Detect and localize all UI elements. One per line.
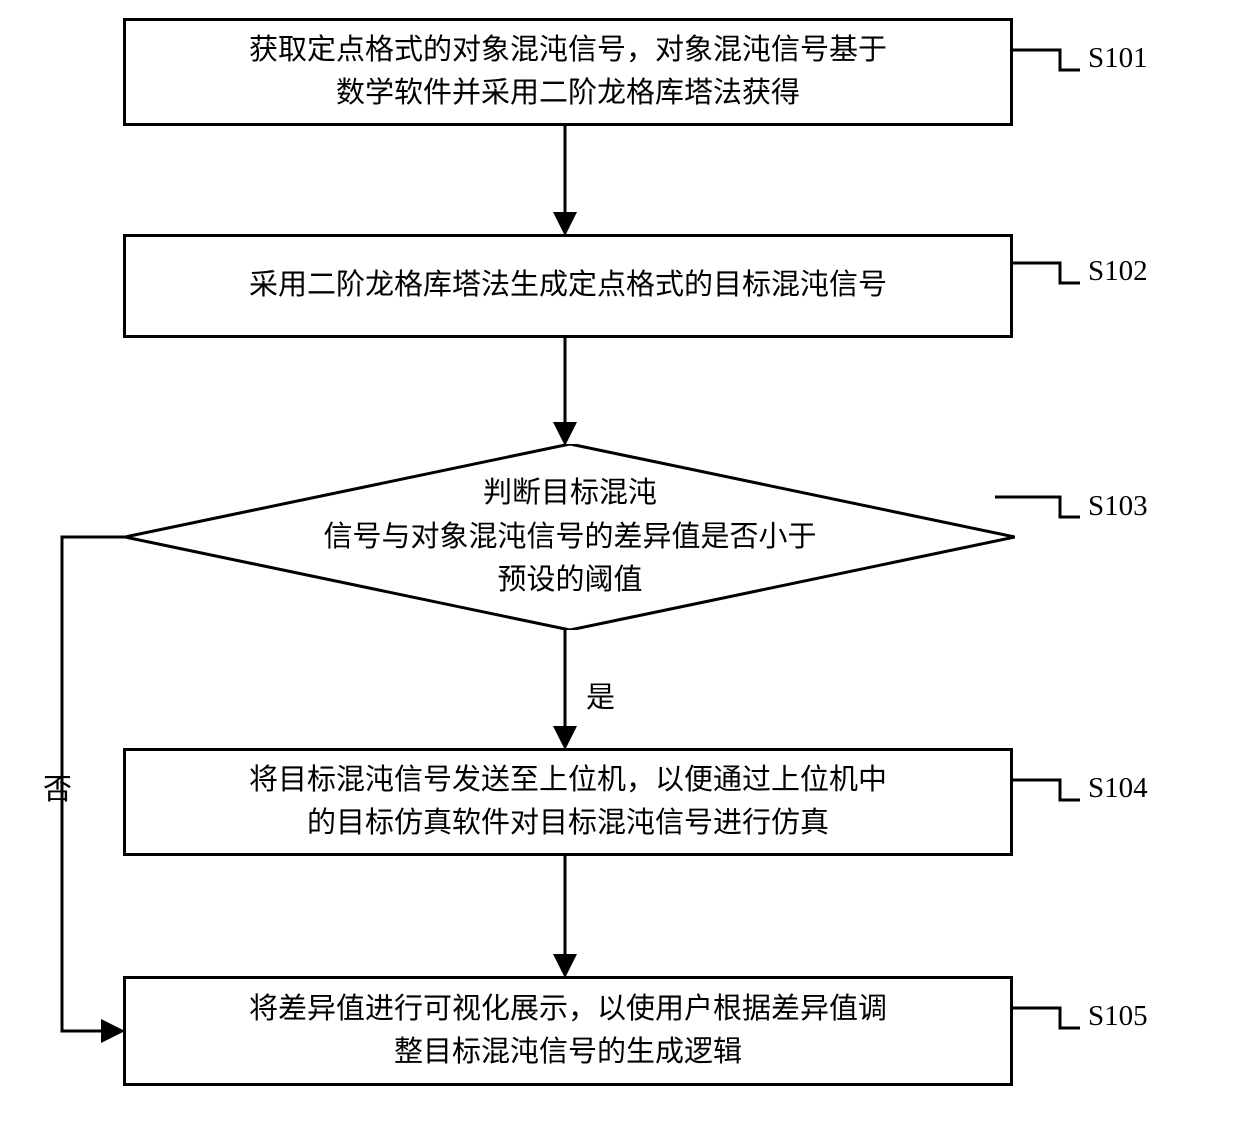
step-label-s105: S105 xyxy=(1088,1000,1148,1033)
node-text: 数学软件并采用二阶龙格库塔法获得 xyxy=(249,72,887,116)
step-label-s103: S103 xyxy=(1088,490,1148,523)
node-text: 获取定点格式的对象混沌信号，对象混沌信号基于 xyxy=(249,29,887,73)
flow-node-s105: 将差异值进行可视化展示，以使用户根据差异值调 整目标混沌信号的生成逻辑 xyxy=(123,976,1013,1086)
flow-node-s102: 采用二阶龙格库塔法生成定点格式的目标混沌信号 xyxy=(123,234,1013,338)
node-text: 将目标混沌信号发送至上位机，以便通过上位机中 xyxy=(249,759,887,803)
step-label-s101: S101 xyxy=(1088,42,1148,75)
step-label-s104: S104 xyxy=(1088,772,1148,805)
node-text: 的目标仿真软件对目标混沌信号进行仿真 xyxy=(249,802,887,846)
node-text: 判断目标混沌 xyxy=(214,472,926,516)
node-text: 信号与对象混沌信号的差异值是否小于 xyxy=(214,515,926,559)
node-text: 预设的阈值 xyxy=(214,559,926,603)
node-text: 采用二阶龙格库塔法生成定点格式的目标混沌信号 xyxy=(249,264,887,308)
node-text: 将差异值进行可视化展示，以使用户根据差异值调 xyxy=(249,988,887,1032)
flow-node-s101: 获取定点格式的对象混沌信号，对象混沌信号基于 数学软件并采用二阶龙格库塔法获得 xyxy=(123,18,1013,126)
edge-label-no: 否 xyxy=(43,766,72,808)
step-label-s102: S102 xyxy=(1088,255,1148,288)
node-text: 整目标混沌信号的生成逻辑 xyxy=(249,1031,887,1075)
flow-node-s103: 判断目标混沌 信号与对象混沌信号的差异值是否小于 预设的阈值 xyxy=(125,444,1015,630)
edge-label-yes: 是 xyxy=(586,674,615,716)
flow-node-s104: 将目标混沌信号发送至上位机，以便通过上位机中 的目标仿真软件对目标混沌信号进行仿… xyxy=(123,748,1013,856)
